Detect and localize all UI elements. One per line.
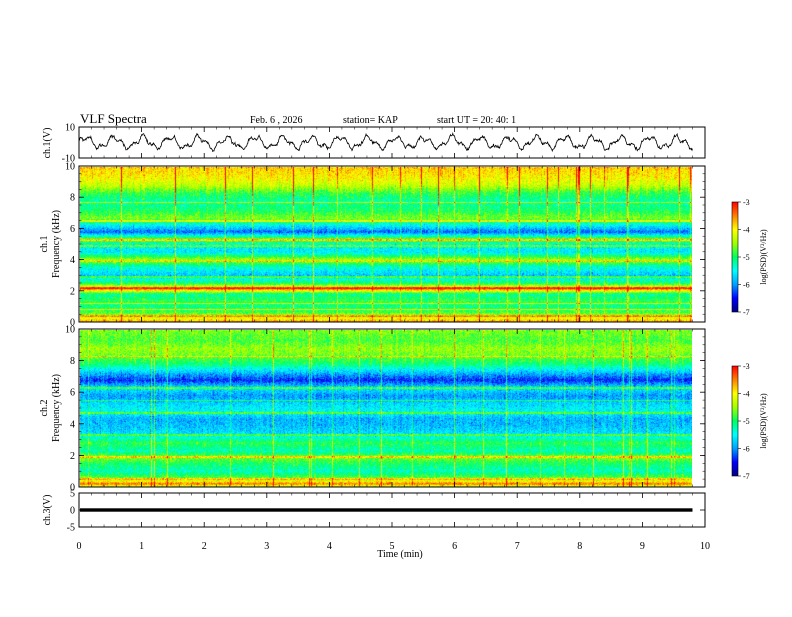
colorbar-tick-label: -7 [743,308,750,317]
ch3-ytick-label: 0 [70,506,75,517]
ch3-ytick-label: -5 [67,523,75,534]
colorbar-ch1-gradient [732,202,738,312]
ch2-ytick-label: 6 [70,388,75,399]
ch3-ytick-label: 5 [70,489,75,500]
ch1-spectrogram-image [80,167,692,322]
x-tick-label: 9 [640,541,645,552]
colorbar-ch2-label: log(PSD)(V²/Hz) [759,393,768,449]
ch3-ylabel: ch.3(V) [42,495,53,526]
colorbar-tick-label: -5 [743,417,750,426]
ch1-ytick-label: 2 [70,286,75,297]
ch1-ytick-label: 4 [70,255,75,266]
colorbar-tick-label: -7 [743,472,750,481]
x-tick-label: 4 [327,541,332,552]
x-tick-label: 1 [139,541,144,552]
ch1-ytick-label: 0 [70,318,75,329]
waveform-trace [78,131,693,153]
waveform-ytick-label: 10 [65,123,75,134]
header-start-ut: start UT = 20: 40: 1 [437,115,516,126]
x-tick-label: 2 [202,541,207,552]
ch2-ytick-label: 2 [70,451,75,462]
colorbar-tick-label: -3 [743,362,750,371]
colorbar-tick-label: -3 [743,198,750,207]
chart-title: VLF Spectra [80,111,147,126]
ch1-ytick-label: 10 [65,162,75,173]
ch1-ylabel-frequency: Frequency (kHz) [51,210,62,278]
x-axis-label: Time (min) [377,549,422,560]
colorbar-ch1: -3 -4 -5 -6 -7 log(PSD)(V²/Hz) [731,198,768,317]
waveform-panel [78,131,693,153]
colorbar-ch2: -3 -4 -5 -6 -7 log(PSD)(V²/Hz) [731,362,768,481]
ch2-ylabel-frequency: Frequency (kHz) [51,374,62,442]
x-tick-label: 3 [264,541,269,552]
x-tick-label: 6 [452,541,457,552]
ch3-band-trace [80,508,693,512]
x-tick-label: 7 [515,541,520,552]
colorbar-tick-label: -6 [743,281,750,290]
x-tick-label: 5 [390,541,395,552]
colorbar-ch1-ticks: -3 -4 -5 -6 -7 [738,198,750,317]
header-date: Feb. 6 , 2026 [250,115,303,126]
colorbar-tick-label: -4 [743,390,750,399]
x-tick-label: 8 [577,541,582,552]
colorbar-ch2-ticks: -3 -4 -5 -6 -7 [738,362,750,481]
ch2-ylabel-channel: ch.2 [39,400,50,417]
waveform-ylabel: ch.1(V) [42,128,53,159]
ch2-ytick-label: 0 [70,483,75,494]
ch1-ytick-label: 6 [70,224,75,235]
x-tick-label: 0 [77,541,82,552]
colorbar-tick-label: -6 [743,445,750,454]
colorbar-ch2-gradient [732,366,738,476]
colorbar-tick-label: -5 [743,253,750,262]
ch1-ylabel-channel: ch.1 [39,236,50,253]
x-tick-label: 10 [700,541,710,552]
header-station: station= KAP [343,115,398,126]
waveform-ytick-label: -10 [62,154,75,165]
ch1-ytick-label: 8 [70,193,75,204]
ch2-ytick-label: 10 [65,325,75,336]
ch2-ytick-label: 4 [70,419,75,430]
ch2-spectrogram-image [80,330,692,487]
ch2-ytick-label: 8 [70,356,75,367]
colorbar-tick-label: -4 [743,226,750,235]
colorbar-ch1-label: log(PSD)(V²/Hz) [759,229,768,285]
